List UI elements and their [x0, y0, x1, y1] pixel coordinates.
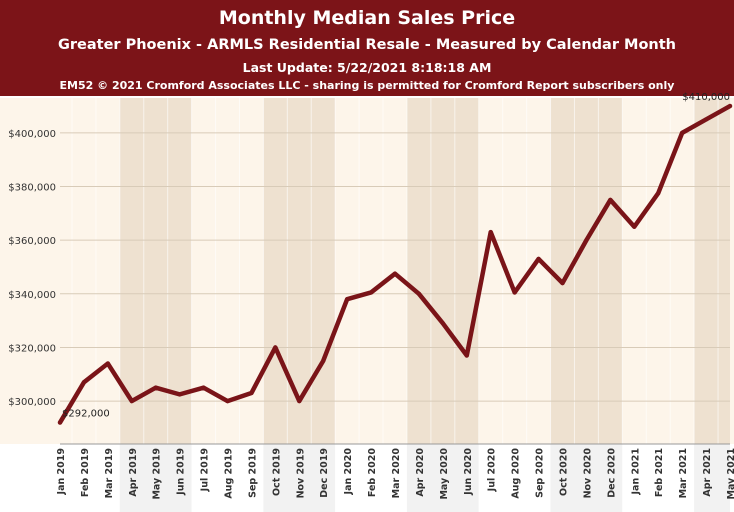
data-point	[129, 399, 134, 404]
x-tick-label: Apr 2019	[128, 448, 139, 497]
y-tick-label: $300,000	[8, 397, 56, 408]
x-tick-label: May 2020	[439, 448, 450, 500]
x-tick-label: Jan 2021	[630, 448, 641, 495]
x-tick-label: Sep 2020	[535, 448, 546, 498]
x-tick-label: Jun 2019	[176, 448, 187, 496]
data-point	[177, 392, 182, 397]
data-point	[369, 290, 374, 295]
x-tick-label: Feb 2019	[80, 448, 91, 497]
quarter-band	[406, 98, 479, 444]
data-point	[105, 361, 110, 366]
x-tick-label: Feb 2020	[367, 448, 378, 497]
x-tick-label: May 2019	[152, 448, 163, 500]
last-update: Last Update: 5/22/2021 8:18:18 AM	[242, 60, 492, 75]
x-tick-label: Oct 2020	[559, 448, 570, 496]
x-tick-label: Jan 2020	[343, 448, 354, 496]
axis-band	[335, 444, 407, 512]
data-label: $410,000	[682, 92, 730, 103]
data-point	[560, 281, 565, 286]
data-point	[512, 290, 517, 295]
axis-band	[191, 444, 264, 512]
data-point	[393, 271, 397, 276]
quarter-band	[48, 98, 120, 444]
data-point	[273, 345, 278, 350]
data-point	[704, 117, 709, 122]
data-point	[632, 224, 637, 229]
y-tick-label: $380,000	[8, 183, 56, 194]
data-point	[249, 391, 254, 396]
x-tick-label: Sep 2019	[247, 448, 258, 498]
x-tick-label: Dec 2019	[319, 448, 330, 498]
axis-band	[622, 444, 695, 512]
data-point	[345, 297, 350, 302]
x-tick-label: Mar 2021	[678, 448, 689, 498]
quarter-band	[550, 98, 623, 444]
chart-header: Monthly Median Sales Price Greater Phoen…	[0, 0, 734, 96]
axis-band	[478, 444, 551, 512]
data-point	[440, 321, 445, 326]
data-point	[536, 256, 541, 261]
quarter-band	[478, 98, 551, 444]
x-tick-label: Apr 2020	[415, 448, 426, 497]
quarter-band	[622, 98, 695, 444]
quarter-band	[694, 98, 730, 444]
axis-band	[406, 444, 479, 512]
axis-band	[263, 444, 336, 512]
data-point	[416, 291, 421, 296]
data-point	[321, 358, 326, 363]
data-point	[728, 104, 732, 109]
x-tick-label: Dec 2020	[606, 448, 617, 498]
y-tick-label: $360,000	[8, 236, 56, 247]
data-point	[201, 385, 206, 390]
y-tick-label: $400,000	[8, 129, 56, 140]
data-point	[225, 399, 230, 404]
axis-band	[48, 444, 120, 512]
data-point	[81, 380, 86, 385]
quarter-band	[263, 98, 336, 444]
chart-subtitle: Greater Phoenix - ARMLS Residential Resa…	[57, 37, 677, 53]
data-point	[584, 238, 589, 243]
x-tick-label: Jul 2020	[487, 448, 498, 493]
x-tick-label: Jan 2019	[56, 448, 67, 495]
x-tick-label: May 2021	[726, 448, 734, 500]
x-tick-label: Jul 2019	[200, 448, 211, 492]
y-tick-label: $320,000	[8, 343, 56, 354]
data-point	[297, 399, 302, 404]
x-tick-label: Apr 2021	[702, 448, 713, 497]
x-tick-label: Nov 2019	[295, 448, 306, 498]
data-point	[680, 130, 685, 135]
axis-band	[550, 444, 623, 512]
y-tick-label: $340,000	[8, 290, 56, 301]
data-point	[464, 353, 469, 358]
data-point	[656, 191, 661, 196]
x-tick-label: Mar 2019	[104, 448, 115, 498]
axis-band	[694, 444, 730, 512]
data-point	[488, 230, 493, 235]
data-point	[58, 420, 62, 425]
x-tick-label: Feb 2021	[654, 448, 665, 497]
x-tick-label: Aug 2019	[224, 448, 235, 499]
chart-title: Monthly Median Sales Price	[218, 7, 516, 29]
x-tick-label: Jun 2020	[463, 448, 474, 496]
data-label: $292,000	[62, 409, 110, 420]
x-tick-label: Aug 2020	[511, 448, 522, 499]
x-tick-label: Oct 2019	[271, 448, 282, 496]
x-tick-label: Nov 2020	[582, 448, 593, 499]
axis-band	[119, 444, 192, 512]
x-tick-label: Mar 2020	[391, 448, 402, 499]
data-point	[608, 197, 613, 202]
data-point	[153, 385, 158, 390]
copyright-notice: EM52 © 2021 Cromford Associates LLC - sh…	[59, 79, 675, 92]
quarter-band	[335, 98, 407, 444]
